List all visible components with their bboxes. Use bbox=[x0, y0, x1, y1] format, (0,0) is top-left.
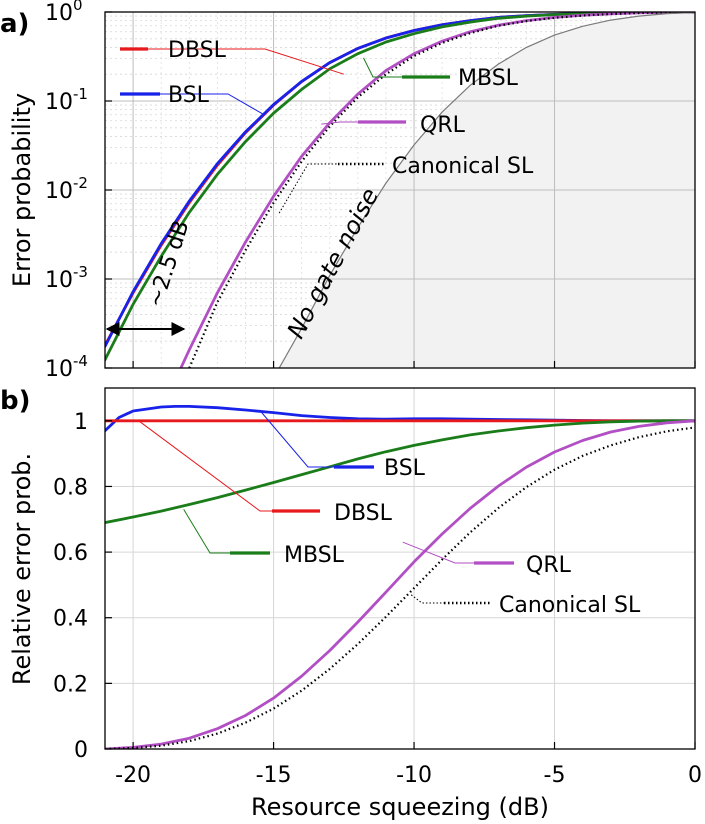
x-tick-label: -5 bbox=[544, 763, 566, 788]
panel-b-ticks: 0 0.2 0.4 0.6 0.8 1 -20 -15 -10 -5 0 bbox=[53, 410, 702, 788]
panel-a-error-probability: 10-4 10-3 10-2 10-1 100 a) Error probability… bbox=[0, 0, 696, 382]
legend-leader-bsl bbox=[160, 93, 263, 115]
x-tick-label: -15 bbox=[256, 763, 292, 788]
series-line-canonical-sl bbox=[188, 12, 695, 368]
panel-a-label: a) bbox=[0, 9, 29, 39]
y-tick-label: 10-1 bbox=[45, 85, 88, 115]
x-tick-label: -10 bbox=[396, 763, 432, 788]
y-tick-label: 0.8 bbox=[53, 475, 88, 500]
x-axis-label: Resource squeezing (dB) bbox=[251, 793, 549, 821]
y-tick-label: 1 bbox=[74, 410, 88, 435]
series-line-qrl bbox=[179, 12, 695, 368]
legend-leader-qrl bbox=[321, 121, 358, 125]
panel-b-label: b) bbox=[0, 386, 31, 416]
legend-leader-mbsl bbox=[363, 57, 402, 78]
series-line-bsl bbox=[105, 405, 695, 433]
series-line-canonical-sl bbox=[105, 426, 695, 749]
y-tick-label: 10-2 bbox=[45, 174, 88, 204]
legend-leader-dbsl bbox=[148, 48, 344, 75]
y-tick-label: 10-4 bbox=[45, 352, 88, 382]
panel-b-frame bbox=[104, 387, 696, 750]
legend-label-canonical-sl: Canonical SL bbox=[392, 154, 534, 179]
legend-label-mbsl: MBSL bbox=[458, 66, 519, 91]
panel-b-y-axis-label: Relative error prob. bbox=[8, 453, 36, 685]
legend-label-dbsl: DBSL bbox=[334, 501, 393, 526]
y-tick-label: 0.6 bbox=[53, 541, 88, 566]
x-tick-label: 0 bbox=[688, 763, 702, 788]
panel-b-legend: BSL DBSL MBSL QRL Canonical SL bbox=[138, 409, 641, 618]
legend-leader-mbsl bbox=[183, 509, 230, 554]
panel-a-y-axis-label: Error probability bbox=[8, 93, 36, 287]
panel-b-series-lines bbox=[105, 405, 695, 749]
legend-label-canonical-sl: Canonical SL bbox=[499, 593, 641, 618]
y-tick-label: 0 bbox=[74, 738, 88, 763]
legend-label-bsl: BSL bbox=[168, 83, 210, 108]
legend-leader-qrl bbox=[402, 541, 474, 564]
panel-a-series-lines bbox=[105, 12, 695, 368]
panel-b-relative-error: 0 0.2 0.4 0.6 0.8 1 -20 -15 -10 -5 0 b) Relative e… bbox=[0, 386, 702, 821]
series-line-mbsl bbox=[105, 419, 695, 524]
panel-a-legend: DBSL BSL MBSL QRL Canonical SL bbox=[120, 38, 534, 214]
legend-leader-bsl bbox=[259, 409, 334, 468]
y-tick-label: 10-3 bbox=[45, 263, 88, 293]
y-tick-label: 100 bbox=[45, 0, 83, 26]
legend-label-qrl: QRL bbox=[526, 553, 572, 578]
legend-leader-canonical-sl bbox=[278, 163, 338, 214]
legend-label-qrl: QRL bbox=[420, 113, 466, 138]
legend-leader-canonical-sl bbox=[410, 594, 444, 604]
legend-label-bsl: BSL bbox=[384, 456, 426, 481]
legend-label-mbsl: MBSL bbox=[284, 543, 345, 568]
legend-leader-dbsl bbox=[138, 420, 272, 512]
panel-b-grid bbox=[105, 388, 696, 750]
y-tick-label: 0.4 bbox=[53, 607, 88, 632]
legend-label-dbsl: DBSL bbox=[168, 38, 227, 63]
series-line-qrl bbox=[105, 419, 695, 749]
y-tick-label: 0.2 bbox=[53, 672, 88, 697]
x-tick-label: -20 bbox=[115, 763, 151, 788]
no-gate-noise-boundary-line bbox=[278, 12, 695, 368]
